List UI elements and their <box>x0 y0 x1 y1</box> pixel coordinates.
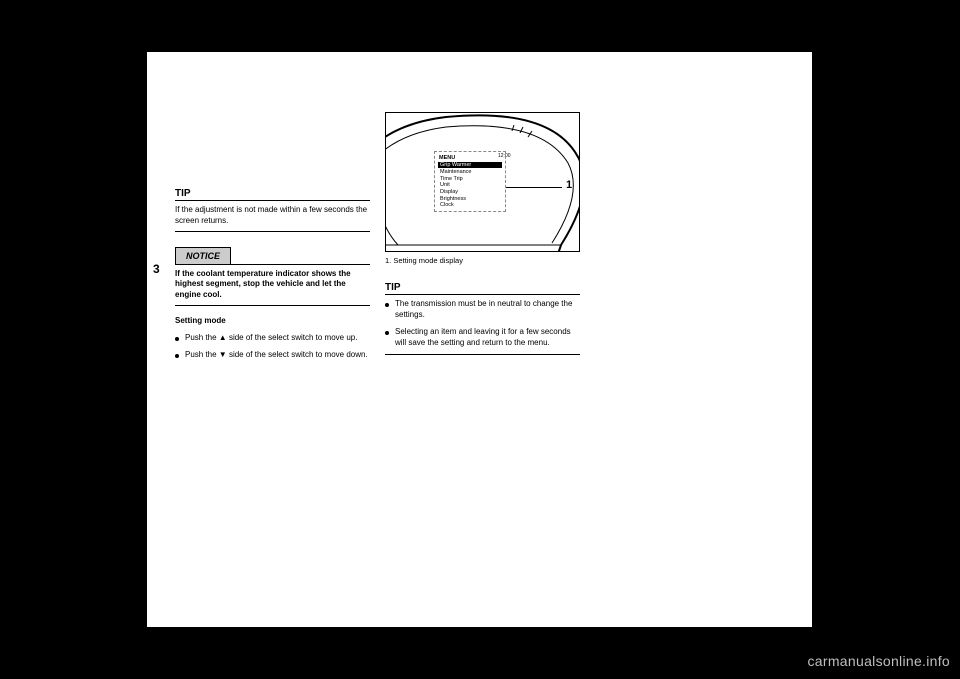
tip-block: TIP If the adjustment is not made within… <box>175 188 370 232</box>
para-setting-mode: Setting mode <box>175 316 370 327</box>
chapter-number: 3 <box>153 262 160 276</box>
tip2-line2: Selecting an item and leaving it for a f… <box>385 327 580 349</box>
menu-item-time-trip: Time Trip <box>438 175 502 181</box>
notice-label: NOTICE <box>175 247 231 265</box>
column-2: 0 12:00 MENU Grip Warmer Maintenance Tim… <box>385 52 580 627</box>
display-figure: 0 12:00 MENU Grip Warmer Maintenance Tim… <box>385 112 580 252</box>
bullet-up-text: Push the ▲ side of the select switch to … <box>185 333 357 342</box>
tip2-line1: The transmission must be in neutral to c… <box>385 299 580 321</box>
menu-item-display: Display <box>438 189 502 195</box>
menu-item-grip-warmer: Grip Warmer <box>438 162 502 168</box>
bullet-up: Push the ▲ side of the select switch to … <box>175 333 370 344</box>
tip-heading: TIP <box>175 188 370 201</box>
menu-item-maintenance: Maintenance <box>438 169 502 175</box>
watermark: carmanualsonline.info <box>808 653 951 669</box>
notice-body: If the coolant temperature indicator sho… <box>175 269 370 301</box>
menu-item-clock: Clock <box>438 202 502 208</box>
bullet-down: Push the ▼ side of the select switch to … <box>175 350 370 361</box>
menu-panel: MENU Grip Warmer Maintenance Time Trip U… <box>434 151 506 212</box>
tip-rule <box>175 231 370 232</box>
callout-leader <box>506 187 562 188</box>
bullet-down-text: Push the ▼ side of the select switch to … <box>185 350 368 359</box>
tip-heading-2: TIP <box>385 282 580 295</box>
tip2-line2-text: Selecting an item and leaving it for a f… <box>395 327 571 347</box>
notice-block: NOTICE If the coolant temperature indica… <box>175 246 370 306</box>
tip-body: If the adjustment is not made within a f… <box>175 205 370 227</box>
menu-item-brightness: Brightness <box>438 195 502 201</box>
manual-page: 3 TIP If the adjustment is not made with… <box>147 52 812 627</box>
notice-close-rule <box>175 305 370 306</box>
tip-block-2: TIP The transmission must be in neutral … <box>385 282 580 355</box>
column-1: TIP If the adjustment is not made within… <box>175 52 370 627</box>
tip2-line1-text: The transmission must be in neutral to c… <box>395 299 572 319</box>
menu-item-unit: Unit <box>438 182 502 188</box>
tip-rule-2 <box>385 354 580 355</box>
menu-title: MENU <box>438 155 502 161</box>
callout-number: 1 <box>566 179 572 191</box>
figure-caption: 1. Setting mode display <box>385 256 580 266</box>
column-3 <box>595 52 790 627</box>
